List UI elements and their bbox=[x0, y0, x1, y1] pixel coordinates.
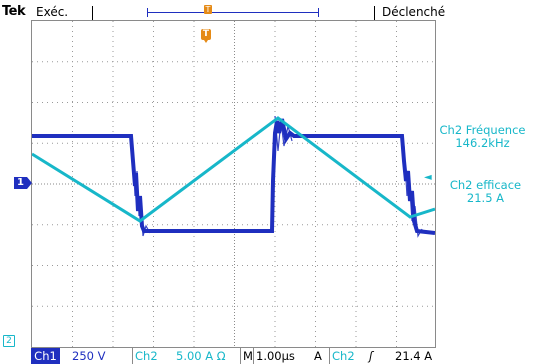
acquisition-mode: Exéc. bbox=[36, 5, 69, 19]
header-divider-2 bbox=[374, 6, 375, 20]
ch1-waveform bbox=[32, 118, 435, 235]
measurement-rms-value: 21.5 A bbox=[466, 191, 505, 205]
status-bar: 250 V Ch2 5.00 A Ω M 1.00µs A Ch2 ʃ 21.4… bbox=[0, 348, 537, 364]
trigger-source[interactable]: Ch2 bbox=[329, 348, 355, 364]
grid-lines bbox=[32, 21, 435, 347]
measurement-rms: Ch2 efficace 21.5 A bbox=[436, 179, 535, 205]
trigger-position-icon: T bbox=[204, 5, 212, 14]
timebase-value[interactable]: 1.00µs bbox=[253, 348, 295, 364]
header-divider bbox=[92, 6, 93, 20]
timebase-label: M bbox=[240, 348, 253, 364]
measurement-rms-name: Ch2 efficace bbox=[449, 178, 522, 192]
measurement-frequency-name: Ch2 Fréquence bbox=[439, 123, 526, 137]
ch2-label[interactable]: Ch2 bbox=[132, 348, 158, 364]
trigger-status: Déclenché bbox=[382, 5, 446, 19]
ch2-scale[interactable]: 5.00 A Ω bbox=[176, 349, 226, 363]
ch1-label[interactable]: Ch1 bbox=[31, 348, 60, 364]
graticule bbox=[31, 20, 436, 348]
ch1-ground-marker[interactable]: 1 bbox=[14, 177, 32, 189]
center-axes bbox=[32, 21, 435, 347]
waveform-display bbox=[32, 21, 435, 347]
trigger-slope-icon[interactable]: ʃ bbox=[369, 349, 373, 363]
record-view-right-bracket bbox=[318, 8, 319, 17]
trigger-marker-icon[interactable]: T bbox=[201, 29, 211, 43]
ch2-level-arrow-icon: ◄ bbox=[424, 172, 432, 183]
trigger-level[interactable]: 21.4 A bbox=[395, 349, 433, 363]
ch1-scale[interactable]: 250 V bbox=[72, 349, 106, 363]
ch2-waveform bbox=[32, 116, 435, 223]
measurement-frequency-value: 146.2kHz bbox=[455, 136, 510, 150]
brand-logo: Tek bbox=[2, 4, 26, 19]
record-view-bar bbox=[147, 12, 319, 13]
measurement-frequency: Ch2 Fréquence 146.2kHz bbox=[430, 124, 535, 150]
ch2-marker[interactable]: 2 bbox=[3, 335, 15, 347]
record-view-left-bracket bbox=[147, 8, 148, 17]
trigger-label: A bbox=[314, 349, 322, 363]
